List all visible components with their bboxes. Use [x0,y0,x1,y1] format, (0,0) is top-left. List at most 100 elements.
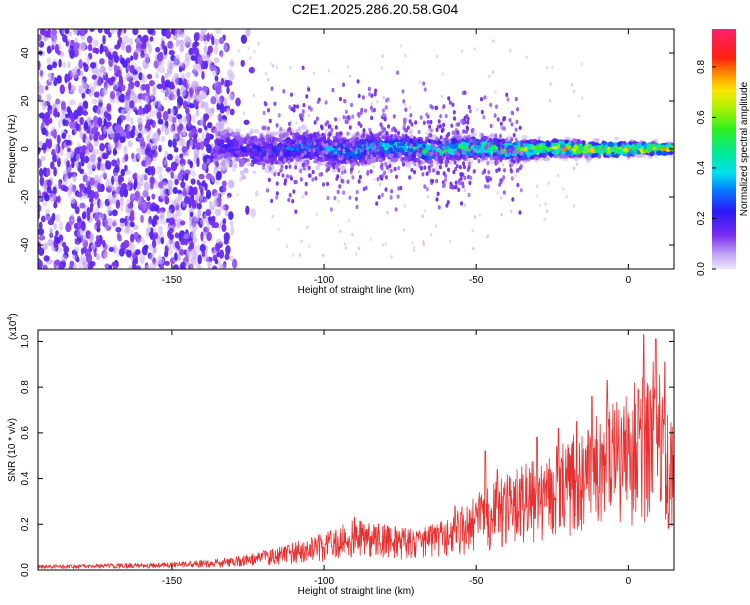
spectrogram-cell [97,29,103,34]
spectrogram-cell [64,29,70,35]
spectrogram-cell [478,213,482,217]
spectrogram-cell [438,143,442,148]
spectrogram-cell [107,54,114,61]
spectrogram-cell [463,115,467,121]
spectrogram-cell [298,139,302,145]
spectrogram-cell [520,150,524,155]
spectrogram-cell [499,141,503,147]
spectrogram-cell [95,253,101,261]
spectrogram-cell [65,140,71,146]
spectrogram-cell [86,207,91,216]
spectrogram-cell [220,166,225,171]
spectrogram-cell [201,251,206,257]
spectrogram-cell [280,167,283,172]
spectrogram-cell [206,231,212,242]
spectrogram-cell [268,118,272,124]
spectrogram-cell [97,76,103,86]
spectrogram-cell [499,133,502,139]
spectrogram-cell [60,101,66,111]
spectrogram-cell [167,139,173,148]
spectrogram-cell [73,42,80,50]
spectrogram-cell [538,144,543,148]
spectrogram-cell [114,164,120,174]
spectrogram-cell [374,88,378,93]
spectrogram-cell [88,90,93,97]
spectrogram-cell [216,170,222,181]
spectrogram-cell [78,183,85,189]
spectrogram-cell [57,195,61,204]
spectrogram-cell [322,182,325,187]
spectrogram-cell [224,253,230,261]
spectrogram-cell [466,116,470,122]
spectrogram-cell [122,60,128,68]
spectrogram-cell [300,152,304,158]
spectrogram-cell [189,91,194,97]
spectrogram-cell [441,147,445,152]
spectrogram-cell [438,165,442,170]
spectrogram-cell [286,143,290,148]
spectrogram-cell [379,174,383,180]
spectrogram-cell [638,139,643,145]
spectrogram-cell [367,86,371,92]
spectrogram-cell [333,151,338,155]
spectrogram-cell [86,35,93,44]
spectrogram-cell [261,125,267,131]
spectrogram-cell [178,77,183,86]
spectrogram-cell [272,64,275,68]
spectrogram-cell [186,79,190,90]
spectrogram-cell [149,109,156,117]
spectrogram-cell [545,209,549,214]
spectrogram-cell [275,123,279,128]
spectrogram-cell [399,155,403,160]
spectrogram-cell [156,235,161,245]
spectrogram-cell [222,218,227,225]
spectrogram-cell [147,29,154,35]
spectrogram-cell [573,89,576,94]
spectrogram-cell [136,152,142,160]
spectrogram-cell [127,125,132,132]
spectrogram-cell [229,220,234,227]
spectrogram-cell [506,97,510,102]
spectrogram-cell [180,163,185,170]
spectrogram-cell [392,114,396,119]
spectrogram-cell [572,204,576,208]
spectrogram-cell [324,122,328,127]
spectrogram-cell [342,143,346,148]
spectrogram-cell [62,186,69,192]
spectrogram-cell [132,29,139,36]
spectrogram-cell [176,88,181,98]
spectrogram-cell [234,143,239,148]
spectrogram-cell [368,92,372,97]
spectrogram-cell [430,139,434,144]
spectrogram-cell [581,96,584,100]
spectrogram-cell [296,104,299,109]
spectrogram-cell [311,177,315,182]
spectrogram-cell [90,202,94,208]
spectrogram-cell [467,104,471,110]
spectrogram-cell [394,128,398,133]
spectrogram-cell [126,249,132,258]
spectrogram-cell [128,37,134,46]
spectrogram-cell [207,122,213,129]
spectrogram-cell [168,49,175,56]
spectrogram-cell [235,97,241,107]
spectrogram-cell [486,160,490,166]
spectrogram-cell [478,138,482,144]
spectrogram-cell [460,201,463,206]
spectrogram-cell [296,128,303,134]
spectrogram-cell [393,145,397,150]
spectrogram-cell [169,217,175,226]
spectrogram-cell [314,176,318,181]
spectrogram-cell [408,119,412,124]
spectrogram-cell [376,99,379,104]
spectrogram-cell [348,125,352,130]
spectrogram-cell [172,60,179,67]
spectrogram-cell [230,59,234,63]
spectrogram-cell [273,172,277,177]
spectrogram-cell [78,70,84,77]
spectrogram-cell [77,106,84,116]
spectrogram-cell [72,173,77,183]
spectrogram-cell [38,221,43,230]
spectrogram-cell [135,147,143,153]
spectrogram-cell [362,132,366,137]
